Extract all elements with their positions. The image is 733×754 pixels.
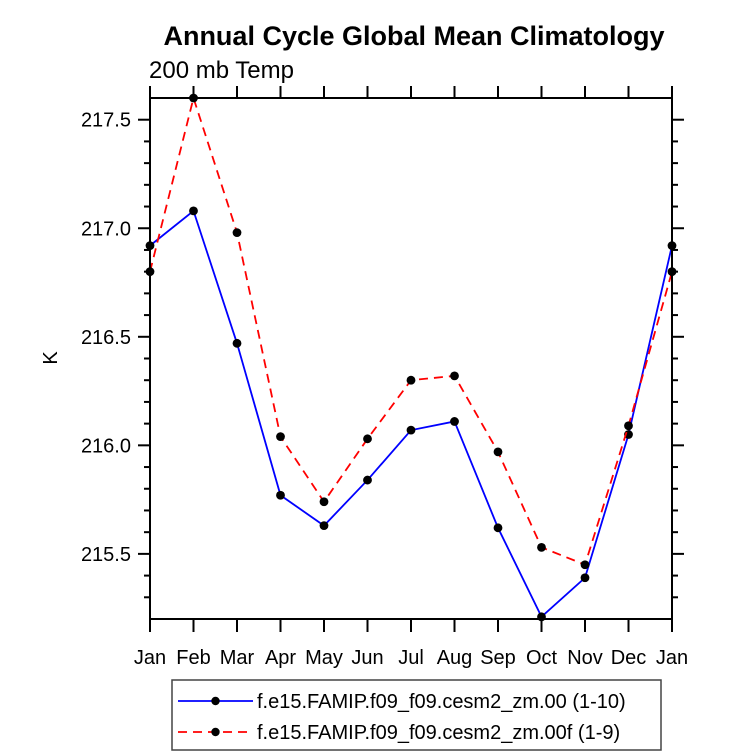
series-line-1	[149, 94, 673, 566]
x-tick-label: Oct	[526, 647, 558, 669]
data-point	[276, 490, 285, 500]
data-point	[493, 447, 503, 457]
data-point	[319, 497, 329, 507]
x-tick-label: Aug	[437, 647, 473, 669]
legend: f.e15.FAMIP.f09_f09.cesm2_zm.00 (1-10) f…	[171, 679, 662, 751]
x-tick-labels: Jan Feb Mar Apr May Jun Jul Aug Sep Oct Nov Dec Jan	[134, 647, 688, 669]
axis-ticks	[138, 86, 684, 632]
data-point	[232, 228, 242, 237]
data-point	[319, 521, 329, 531]
data-point	[406, 425, 416, 435]
plot-frame	[149, 97, 673, 620]
x-tick-label: Jan	[134, 647, 166, 669]
x-tick-label: Jan	[656, 647, 688, 669]
x-tick-label: Mar	[220, 647, 255, 669]
chart-subtitle: 200 mb Temp	[149, 57, 294, 84]
data-point	[189, 206, 198, 216]
data-point	[363, 434, 372, 444]
x-tick-label: Dec	[611, 647, 647, 669]
y-tick-label: 215.5	[81, 544, 131, 566]
legend-box	[171, 679, 662, 751]
x-tick-label: Sep	[480, 647, 516, 669]
data-point	[493, 523, 503, 533]
legend-label-series-0: f.e15.FAMIP.f09_f09.cesm2_zm.00 (1-10)	[257, 691, 626, 713]
data-point	[406, 375, 416, 385]
data-point	[232, 338, 242, 348]
x-tick-label: Jun	[351, 647, 383, 669]
y-axis-label: K	[40, 351, 62, 365]
y-tick-label: 217.0	[81, 218, 131, 240]
y-tick-label: 216.0	[81, 435, 131, 457]
y-tick-label: 217.5	[81, 110, 131, 132]
series-line-0	[149, 209, 673, 619]
series-lines	[145, 93, 677, 622]
data-point	[276, 432, 285, 442]
x-tick-label: Nov	[567, 647, 603, 669]
x-tick-label: Jul	[398, 647, 424, 669]
legend-label-series-1: f.e15.FAMIP.f09_f09.cesm2_zm.00f (1-9)	[257, 722, 620, 744]
legend-sample-marker-icon	[211, 696, 220, 706]
x-tick-label: Apr	[265, 647, 296, 669]
y-tick-labels: 215.5 216.0 216.5 217.0 217.5	[81, 110, 131, 566]
x-tick-label: Feb	[176, 647, 210, 669]
data-point	[537, 542, 546, 552]
data-point	[580, 560, 590, 570]
data-point	[363, 475, 372, 485]
y-tick-label: 216.5	[81, 327, 131, 349]
chart-title: Annual Cycle Global Mean Climatology	[163, 21, 664, 51]
data-point	[450, 417, 459, 426]
data-point	[624, 421, 633, 431]
data-point	[450, 371, 459, 381]
legend-sample-marker-icon	[211, 727, 220, 737]
x-tick-label: May	[305, 647, 343, 669]
data-point	[580, 573, 590, 583]
